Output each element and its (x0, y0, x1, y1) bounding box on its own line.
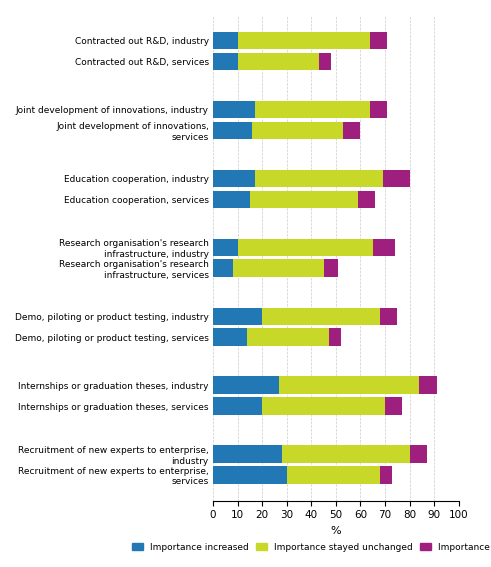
Bar (282, 446, 409, 463)
Bar (370, 32, 387, 49)
X-axis label: %: % (330, 526, 341, 536)
Bar (279, 376, 419, 394)
Bar (385, 397, 402, 415)
Bar (328, 328, 341, 346)
Bar (238, 239, 373, 256)
Bar (213, 239, 238, 256)
Bar (319, 53, 331, 70)
Bar (238, 32, 370, 49)
Bar (409, 446, 427, 463)
Bar (287, 466, 380, 484)
Legend: Importance increased, Importance stayed unchanged, Importance decreased: Importance increased, Importance stayed … (128, 539, 491, 556)
Bar (213, 328, 247, 346)
Bar (238, 53, 319, 70)
Bar (380, 466, 392, 484)
Bar (343, 121, 360, 139)
Bar (250, 191, 358, 208)
Bar (213, 260, 233, 277)
Bar (252, 121, 343, 139)
Bar (373, 239, 395, 256)
Bar (370, 101, 387, 119)
Bar (247, 328, 328, 346)
Bar (213, 101, 255, 119)
Bar (382, 170, 409, 187)
Bar (213, 170, 255, 187)
Bar (213, 53, 238, 70)
Bar (324, 260, 338, 277)
Bar (213, 32, 238, 49)
Bar (213, 397, 262, 415)
Bar (213, 376, 279, 394)
Bar (213, 446, 282, 463)
Bar (262, 397, 385, 415)
Bar (255, 101, 370, 119)
Bar (213, 307, 262, 325)
Bar (419, 376, 436, 394)
Bar (262, 307, 380, 325)
Bar (255, 170, 382, 187)
Bar (213, 191, 250, 208)
Bar (358, 191, 375, 208)
Bar (233, 260, 324, 277)
Bar (213, 121, 252, 139)
Bar (380, 307, 397, 325)
Bar (213, 466, 287, 484)
